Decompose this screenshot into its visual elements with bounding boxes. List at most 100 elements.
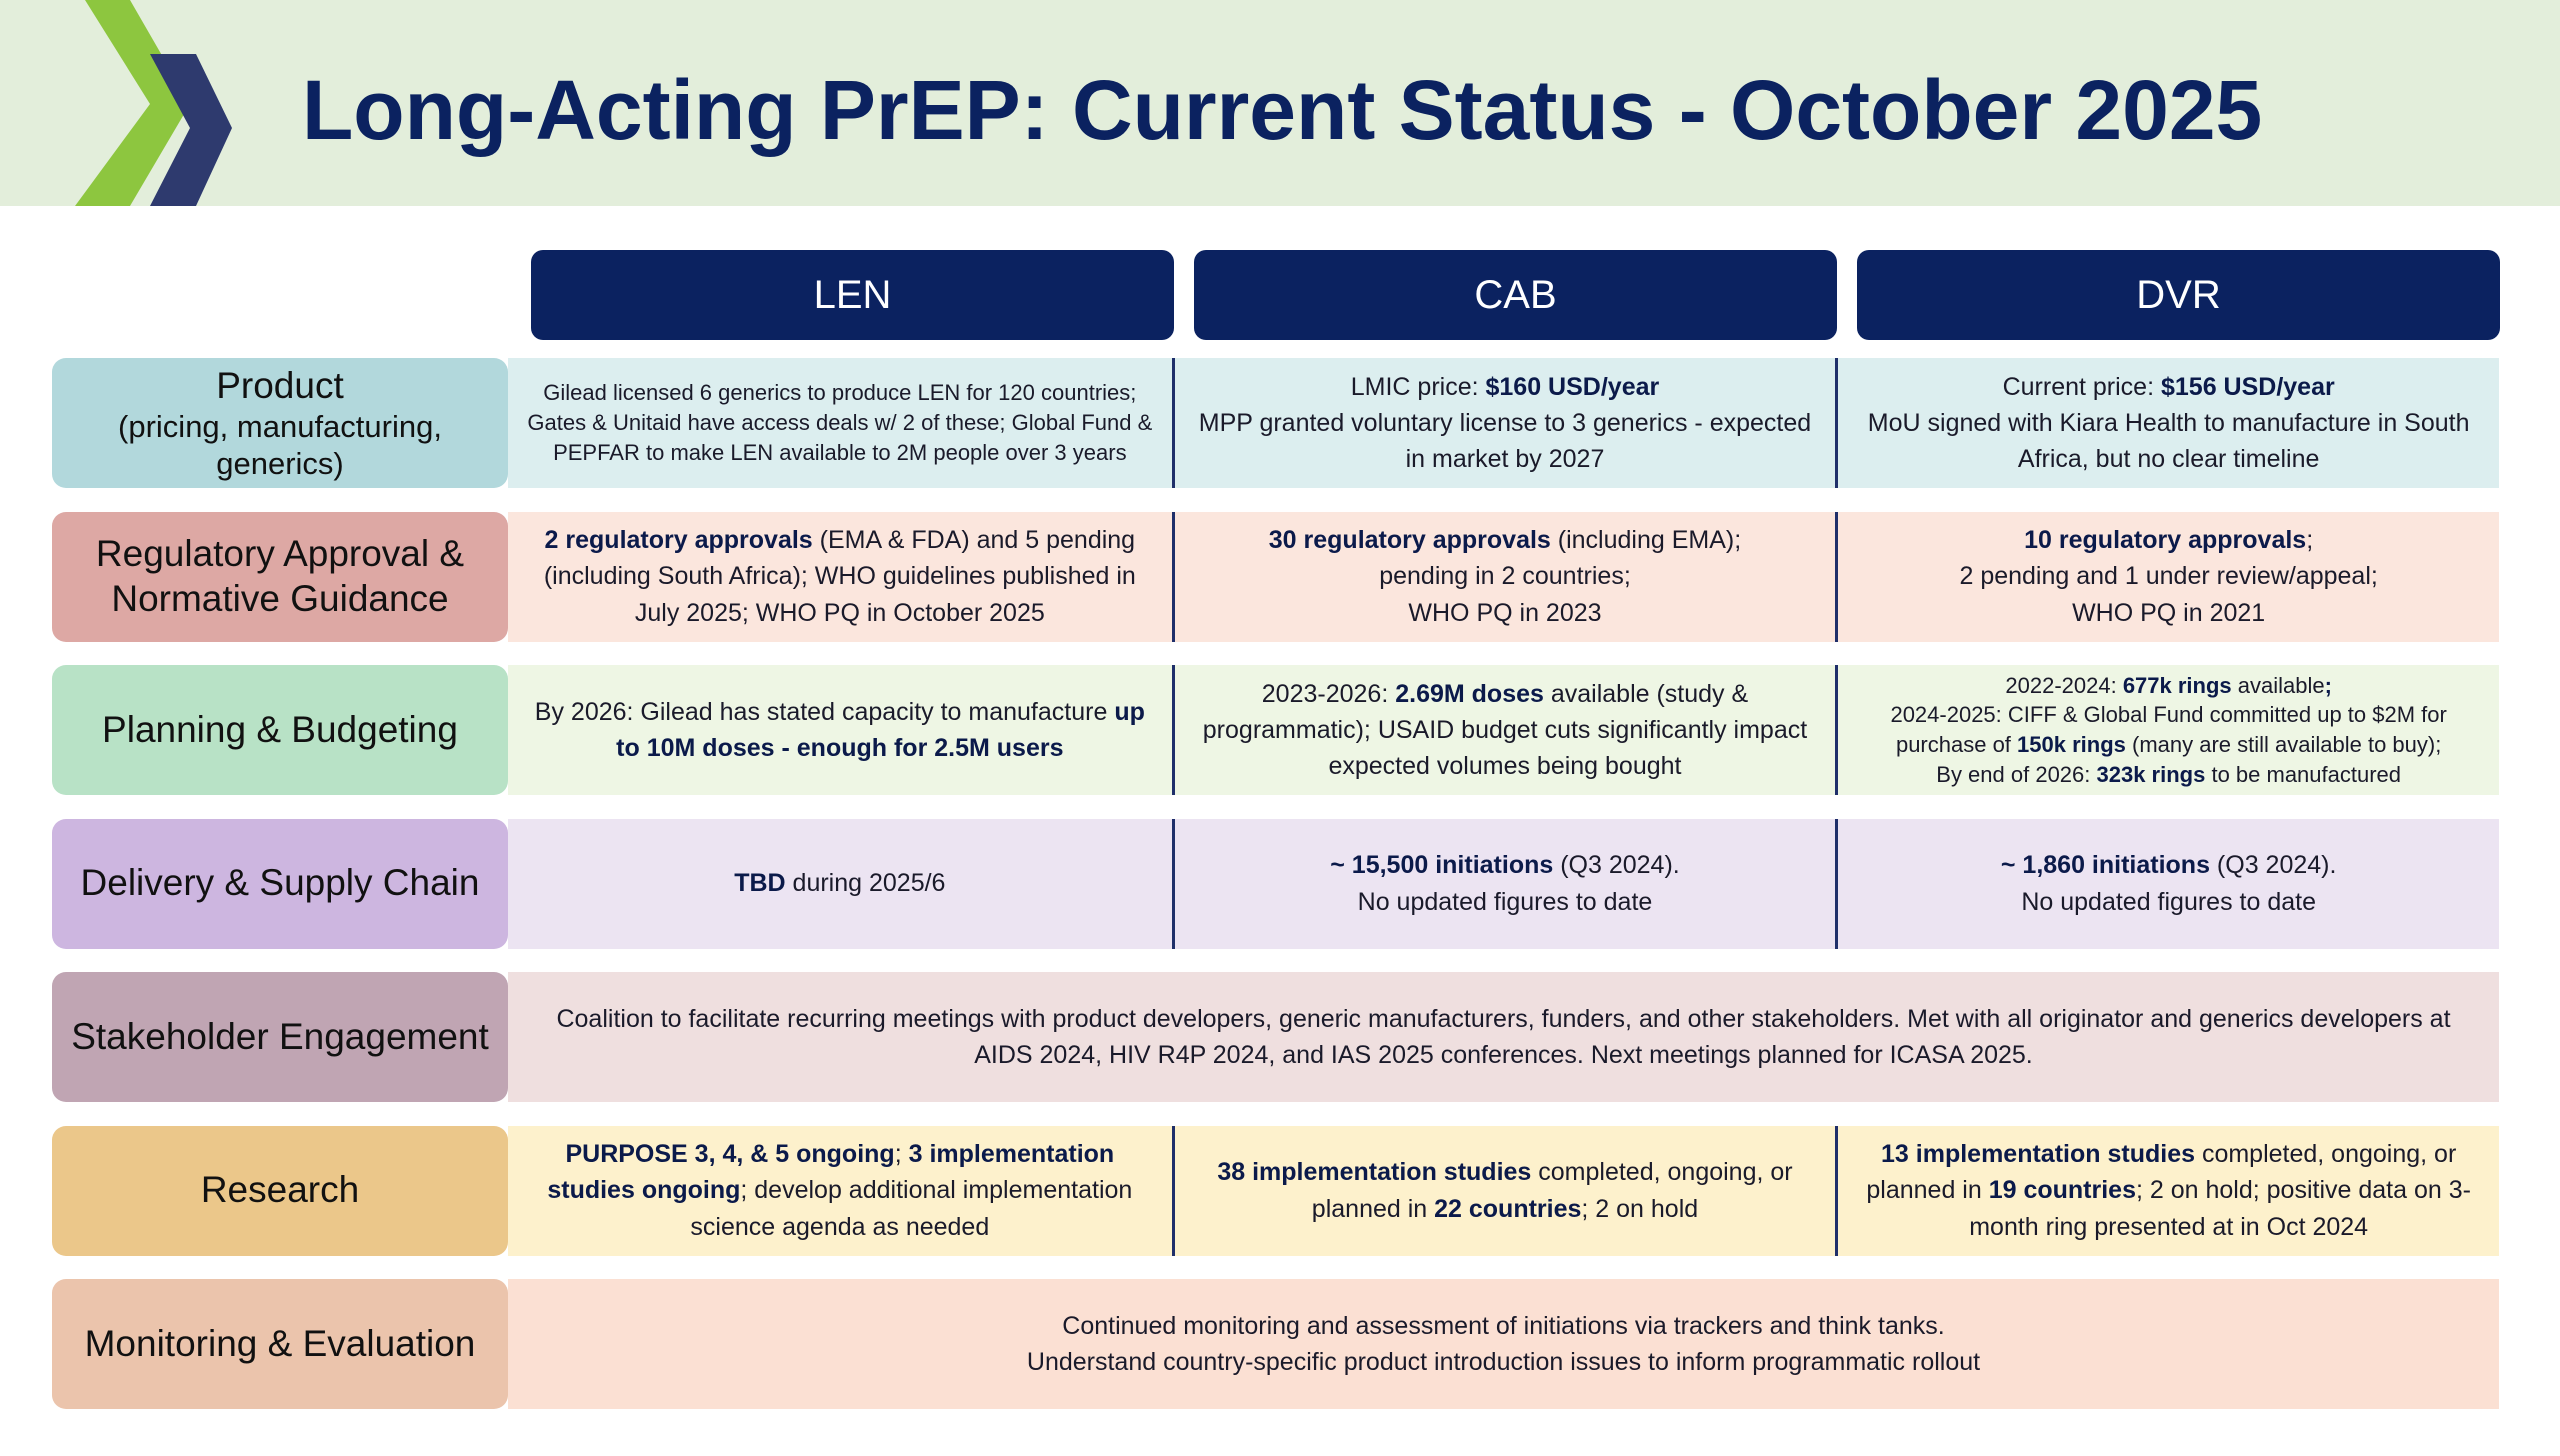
cell-text: Current price: bbox=[2002, 372, 2161, 401]
cell-text: ; bbox=[894, 1140, 909, 1169]
cell-text: 2 regulatory approvals bbox=[544, 526, 813, 555]
table-cell: LMIC price: $160 USD/year MPP granted vol… bbox=[1171, 358, 1836, 488]
cell-text: Coalition to facilitate recurring meetin… bbox=[556, 1004, 2451, 1069]
cell-line: By 2026: Gilead has stated capacity to m… bbox=[526, 694, 1154, 767]
cell-text: (many are still available to buy); bbox=[2125, 732, 2442, 757]
row-label: Research bbox=[52, 1125, 508, 1256]
cell-text: to be manufactured bbox=[2205, 761, 2402, 787]
cell-text: ~ 1,860 initiations bbox=[2000, 851, 2210, 880]
cell-line: MoU signed with Kiara Health to manufact… bbox=[1856, 405, 2481, 478]
cell-text: 3 implementation studies ongoing bbox=[547, 1140, 1115, 1205]
row-background bbox=[508, 665, 2499, 795]
chevron-logo bbox=[75, 0, 232, 206]
row-label: Stakeholder Engagement bbox=[52, 972, 508, 1102]
cell-text: $156 USD/year bbox=[2160, 372, 2335, 401]
table-cell: ~ 1,860 initiations (Q3 2024). No updated… bbox=[1835, 818, 2499, 949]
row-sublabel: (pricing, manufacturing, generics) bbox=[118, 409, 442, 482]
row-label-text: Stakeholder Engagement bbox=[71, 1015, 489, 1057]
row-background bbox=[508, 1279, 2499, 1409]
cell-text: completed, ongoing, or planned in bbox=[1311, 1158, 1793, 1223]
cell-line: No updated figures to date bbox=[1358, 884, 1653, 920]
cell-text: 2024-2025: CIFF & Global Fund committed … bbox=[1890, 702, 2447, 757]
cell-line: 10 regulatory approvals; bbox=[2024, 522, 2313, 558]
row-background bbox=[508, 972, 2499, 1102]
cell-text: (including EMA); bbox=[1550, 526, 1742, 555]
cell-text: 2 pending and 1 under review/appeal; bbox=[1959, 562, 2378, 591]
cell-line: pending in 2 countries; bbox=[1379, 558, 1631, 594]
row-label: Regulatory Approval & Normative Guidance bbox=[52, 511, 508, 642]
cell-text: No updated figures to date bbox=[1357, 887, 1653, 916]
cell-text: WHO PQ in 2021 bbox=[2072, 598, 2266, 627]
table-cell: 2023-2026: 2.69M doses available (study … bbox=[1171, 665, 1836, 795]
cell-text: (Q3 2024). bbox=[2209, 851, 2337, 880]
cell-text: PURPOSE 3, 4, & 5 ongoing bbox=[565, 1140, 895, 1169]
cell-text: 13 implementation studies bbox=[1881, 1140, 2195, 1169]
row-label-text: Monitoring & Evaluation bbox=[84, 1322, 476, 1364]
table-cell: PURPOSE 3, 4, & 5 ongoing; 3 implementat… bbox=[508, 1126, 1172, 1256]
cell-text: ; bbox=[2306, 526, 2314, 555]
cell-text: (EMA & FDA) and 5 pending (including Sou… bbox=[543, 526, 1136, 627]
table-cell: Continued monitoring and assessment of i… bbox=[508, 1279, 2499, 1409]
cell-text: ; bbox=[2324, 672, 2332, 698]
table-cell: 10 regulatory approvals; 2 pending and 1 … bbox=[1835, 511, 2499, 642]
cell-text: Gilead licensed 6 generics to produce LE… bbox=[527, 380, 1153, 465]
cell-text: (Q3 2024). bbox=[1553, 851, 1680, 880]
cell-text: 323k rings bbox=[2096, 761, 2206, 787]
cell-line: 2 pending and 1 under review/appeal; bbox=[1959, 558, 2377, 594]
column-header: DVR bbox=[1857, 250, 2500, 340]
header: Long-Acting PrEP: Current Status - Octob… bbox=[0, 0, 2560, 206]
cell-line: ~ 15,500 initiations (Q3 2024). bbox=[1330, 847, 1679, 883]
table-cell: ~ 15,500 initiations (Q3 2024). No update… bbox=[1171, 818, 1836, 949]
row-label-text: Product bbox=[216, 364, 344, 406]
cell-text: No updated figures to date bbox=[2021, 887, 2316, 916]
cell-text: MPP granted voluntary license to 3 gener… bbox=[1198, 408, 1812, 474]
row-background bbox=[508, 818, 2499, 949]
cell-line: 38 implementation studies completed, ong… bbox=[1193, 1154, 1818, 1227]
cell-text: 2.69M doses bbox=[1395, 679, 1544, 708]
row-label: Planning & Budgeting bbox=[52, 665, 508, 795]
cell-text: 22 countries bbox=[1434, 1194, 1582, 1223]
row-label: Product (pricing, manufacturing, generics… bbox=[52, 358, 508, 488]
table-cell: 2022-2024: 677k rings available; 2024-202… bbox=[1835, 665, 2499, 795]
table-cell: 38 implementation studies completed, ong… bbox=[1171, 1125, 1836, 1256]
cell-text: LMIC price: bbox=[1350, 372, 1486, 401]
cell-text: up to 10M doses - enough for 2.5M users bbox=[616, 697, 1145, 762]
cell-text: Understand country-specific product intr… bbox=[1026, 1348, 1981, 1376]
row-background bbox=[508, 1125, 2499, 1256]
cell-text: 2023-2026: bbox=[1261, 679, 1396, 708]
row-background bbox=[508, 511, 2499, 642]
cell-line: 2023-2026: 2.69M doses available (study … bbox=[1193, 676, 1818, 785]
table-cell: 13 implementation studies completed, ong… bbox=[1835, 1125, 2499, 1256]
cell-line: 13 implementation studies completed, ong… bbox=[1856, 1136, 2481, 1245]
cell-text: ~ 15,500 initiations bbox=[1330, 851, 1554, 880]
cell-text: ; develop additional implementation scie… bbox=[690, 1176, 1133, 1241]
cell-text: 677k rings bbox=[2122, 672, 2232, 698]
cell-line: Continued monitoring and assessment of i… bbox=[1062, 1308, 1944, 1344]
row-label-text: Research bbox=[200, 1169, 360, 1211]
cell-text: pending in 2 countries; bbox=[1379, 562, 1631, 591]
row-label: Delivery & Supply Chain bbox=[52, 818, 508, 949]
cell-line: Coalition to facilitate recurring meetin… bbox=[526, 1001, 2481, 1074]
column-header: CAB bbox=[1194, 250, 1837, 340]
cell-line: WHO PQ in 2021 bbox=[2072, 595, 2265, 631]
cell-text: 150k rings bbox=[2017, 732, 2126, 757]
cell-text: available bbox=[2231, 672, 2325, 698]
cell-text: By 2026: Gilead has stated capacity to m… bbox=[534, 697, 1115, 726]
title: Long-Acting PrEP: Current Status - Octob… bbox=[302, 63, 2263, 157]
cell-text: Continued monitoring and assessment of i… bbox=[1062, 1311, 1945, 1340]
cell-line: No updated figures to date bbox=[2021, 884, 2316, 920]
table-cell: By 2026: Gilead has stated capacity to m… bbox=[508, 665, 1172, 795]
table-cell: 30 regulatory approvals (including EMA);… bbox=[1171, 511, 1836, 642]
cell-line: 2024-2025: CIFF & Global Fund committed … bbox=[1856, 700, 2481, 759]
cell-line: 2 regulatory approvals (EMA & FDA) and 5… bbox=[526, 522, 1154, 631]
cell-line: 2022-2024: 677k rings available; bbox=[2005, 671, 2332, 701]
cell-text: By end of 2026: bbox=[1936, 761, 2097, 787]
table-cell: TBD during 2025/6 bbox=[508, 819, 1172, 949]
table-cell: Coalition to facilitate recurring meetin… bbox=[508, 972, 2499, 1102]
cell-line: MPP granted voluntary license to 3 gener… bbox=[1193, 405, 1818, 478]
table-cell: 2 regulatory approvals (EMA & FDA) and 5… bbox=[508, 512, 1172, 642]
cell-line: PURPOSE 3, 4, & 5 ongoing; 3 implementat… bbox=[526, 1136, 1154, 1245]
cell-text: ; 2 on hold bbox=[1581, 1194, 1699, 1223]
cell-text: 38 implementation studies bbox=[1217, 1158, 1532, 1187]
